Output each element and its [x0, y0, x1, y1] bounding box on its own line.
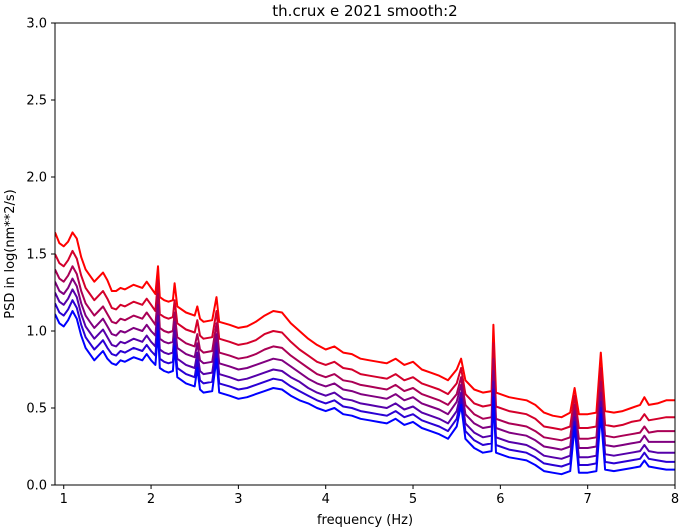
x-tick-label: 8 — [671, 492, 679, 507]
x-tick-label: 2 — [147, 492, 155, 507]
series-line-5 — [55, 288, 675, 460]
x-tick-label: 3 — [234, 492, 242, 507]
y-axis-label: PSD in log(nm**2/s) — [3, 189, 18, 319]
y-tick-label: 2.0 — [26, 171, 47, 186]
plot-area — [55, 231, 675, 476]
y-tick-label: 1.0 — [26, 325, 47, 340]
x-tick-label: 6 — [496, 492, 504, 507]
y-tick-label: 0.5 — [26, 402, 47, 417]
y-axis: 0.0 0.5 1.0 1.5 2.0 2.5 3.0 — [26, 17, 55, 494]
x-tick-label: 1 — [60, 492, 68, 507]
y-tick-label: 3.0 — [26, 17, 47, 32]
chart-title: th.crux e 2021 smooth:2 — [272, 2, 457, 20]
y-tick-label: 0.0 — [26, 479, 47, 494]
x-tick-label: 4 — [322, 492, 330, 507]
x-tick-label: 7 — [584, 492, 592, 507]
series-line-1 — [55, 231, 675, 419]
x-axis: 1 2 3 4 5 6 7 8 — [60, 485, 679, 507]
y-tick-label: 1.5 — [26, 248, 47, 263]
series-line-3 — [55, 265, 675, 442]
y-tick-label: 2.5 — [26, 94, 47, 109]
x-axis-label: frequency (Hz) — [317, 513, 413, 528]
series-line-7 — [55, 310, 675, 476]
x-tick-label: 5 — [409, 492, 417, 507]
series-line-6 — [55, 299, 675, 468]
series-layer — [55, 231, 675, 476]
series-line-2 — [55, 249, 675, 431]
series-line-4 — [55, 277, 675, 451]
